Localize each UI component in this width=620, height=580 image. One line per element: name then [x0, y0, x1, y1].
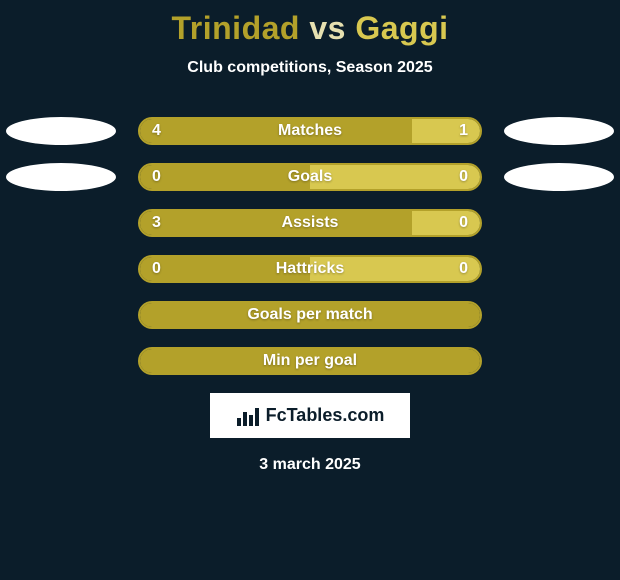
stat-row: Hattricks0 0	[0, 255, 620, 283]
team2-logo-placeholder	[504, 163, 614, 191]
stat-label: Goals	[140, 165, 480, 189]
subtitle: Club competitions, Season 2025	[0, 59, 620, 77]
stat-value-team2: 0	[447, 165, 480, 189]
stat-row: Goals per match	[0, 301, 620, 329]
stat-value-team1: 4	[140, 119, 173, 143]
stat-row: Goals0 0	[0, 163, 620, 191]
stat-bar: Goals0 0	[138, 163, 482, 191]
stat-label: Matches	[140, 119, 480, 143]
stat-bar: Hattricks0 0	[138, 255, 482, 283]
site-badge[interactable]: FcTables.com	[210, 393, 410, 438]
team2-name: Gaggi	[355, 10, 448, 46]
team1-name: Trinidad	[172, 10, 300, 46]
stats-rows: Matches41Goals00Assists30Hattricks00Goal…	[0, 117, 620, 375]
team1-logo-placeholder	[6, 163, 116, 191]
page-title: Trinidad vs Gaggi	[0, 0, 620, 47]
stat-bar: Assists3 0	[138, 209, 482, 237]
stat-value-team2: 0	[447, 211, 480, 235]
comparison-widget: Trinidad vs Gaggi Club competitions, Sea…	[0, 0, 620, 580]
stat-value-team2: 0	[447, 257, 480, 281]
footer-date: 3 march 2025	[0, 456, 620, 474]
stat-row: Matches4 1	[0, 117, 620, 145]
stat-value-team1: 0	[140, 257, 173, 281]
stat-label: Goals per match	[140, 303, 480, 327]
team1-logo-placeholder	[6, 117, 116, 145]
stat-bar: Matches4 1	[138, 117, 482, 145]
stat-row: Min per goal	[0, 347, 620, 375]
stat-value-team1: 0	[140, 165, 173, 189]
team2-logo-placeholder	[504, 117, 614, 145]
stat-label: Min per goal	[140, 349, 480, 373]
site-name: FcTables.com	[266, 405, 385, 426]
vs-separator: vs	[309, 10, 346, 46]
stat-label: Assists	[140, 211, 480, 235]
bars-icon	[236, 406, 260, 426]
stat-bar: Goals per match	[138, 301, 482, 329]
stat-bar: Min per goal	[138, 347, 482, 375]
stat-value-team1: 3	[140, 211, 173, 235]
stat-row: Assists3 0	[0, 209, 620, 237]
stat-label: Hattricks	[140, 257, 480, 281]
stat-value-team2: 1	[447, 119, 480, 143]
